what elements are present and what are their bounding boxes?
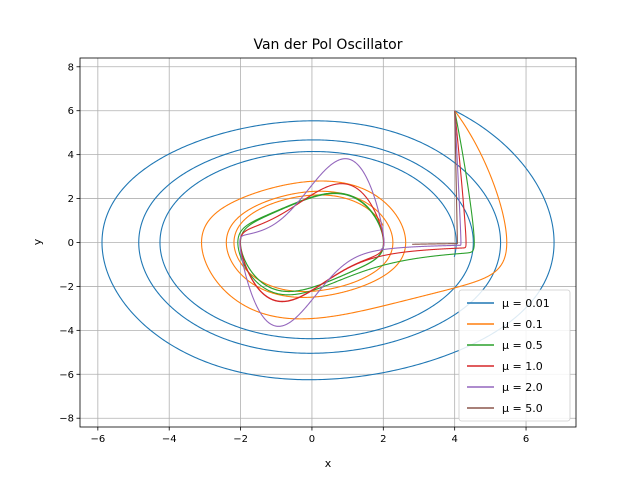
x-axis-label: x [325,457,332,470]
y-tick-label: 6 [68,106,74,117]
legend-label: μ = 2.0 [502,381,543,394]
y-tick-label: −8 [59,414,74,425]
series-layer [101,110,555,381]
legend-label: μ = 5.0 [502,402,543,415]
axis-ticks: −6 −4 −2 0 2 4 6 −8 −6 −4 −2 0 2 4 6 8 [59,62,529,445]
y-tick-label: 2 [68,194,74,205]
legend-label: μ = 0.1 [502,318,543,331]
x-tick-label: 2 [380,434,386,445]
legend-label: μ = 0.5 [502,339,543,352]
legend-label: μ = 0.01 [502,297,550,310]
x-tick-label: 0 [309,434,315,445]
series-line-5 [411,110,458,245]
chart-title: Van der Pol Oscillator [253,37,402,53]
y-tick-label: 0 [68,238,74,249]
x-tick-label: 4 [451,434,457,445]
legend: μ = 0.01 μ = 0.1 μ = 0.5 μ = 1.0 μ = 2.0 μ = … [458,289,571,422]
y-tick-label: 8 [68,62,74,73]
x-tick-label: −4 [162,434,177,445]
legend-label: μ = 1.0 [502,360,543,373]
series-line-1 [200,110,508,320]
y-tick-label: −2 [59,282,74,293]
series-line-4 [239,110,462,327]
y-tick-label: 4 [68,150,74,161]
x-tick-label: −2 [233,434,248,445]
x-tick-label: 6 [523,434,529,445]
series-line-3 [239,110,467,303]
x-tick-label: −6 [90,434,105,445]
legend-box [458,289,571,422]
y-tick-label: −6 [59,370,74,381]
y-axis-label: y [31,238,44,245]
y-tick-label: −4 [59,326,74,337]
series-line-0 [101,110,555,381]
